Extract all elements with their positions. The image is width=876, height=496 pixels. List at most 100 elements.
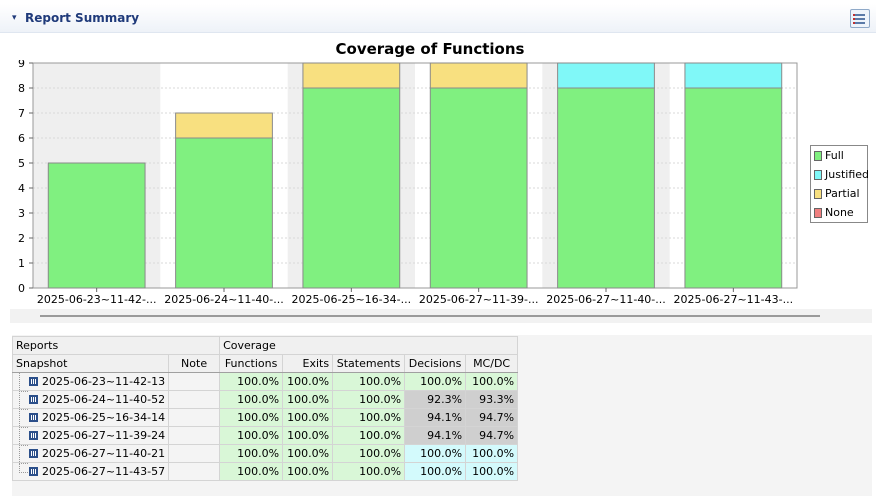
exits-cell: 100.0% <box>282 390 334 409</box>
plot-frame <box>32 62 798 289</box>
legend-swatch <box>814 208 822 218</box>
report-summary-header[interactable]: ▾ Report Summary <box>0 4 876 33</box>
bar-segment-full <box>302 87 401 289</box>
y-tick-label: 9 <box>18 60 25 70</box>
statements-cell: 100.0% <box>332 390 406 409</box>
functions-cell: 100.0% <box>219 408 284 427</box>
bar-segment-full <box>429 87 528 289</box>
snapshot-cell[interactable]: 2025-06-24~11-40-52 <box>11 390 170 410</box>
column-header-snapshot[interactable]: Snapshot <box>11 354 170 373</box>
snapshot-cell[interactable]: 2025-06-27~11-43-57 <box>11 462 170 481</box>
group-header-coverage[interactable]: Coverage <box>219 336 519 355</box>
y-tick-label: 1 <box>18 257 25 270</box>
scroll-thumb[interactable] <box>40 315 820 317</box>
table-row[interactable]: 2025-06-25~16-34-14 100.0% 100.0% 100.0% 94.… <box>11 408 519 428</box>
note-cell[interactable] <box>168 372 221 391</box>
note-cell[interactable] <box>168 444 221 463</box>
legend-swatch <box>814 189 822 199</box>
table-row[interactable]: 2025-06-24~11-40-52 100.0% 100.0% 100.0% 92.… <box>11 390 519 410</box>
note-cell[interactable] <box>168 390 221 409</box>
statements-cell: 100.0% <box>332 426 406 445</box>
column-header-decisions[interactable]: Decisions <box>404 354 467 373</box>
exits-cell: 100.0% <box>282 462 334 481</box>
bar-segment-full <box>684 87 783 289</box>
table-row[interactable]: 2025-06-27~11-39-24 100.0% 100.0% 100.0% 94.… <box>11 426 519 446</box>
decisions-cell: 100.0% <box>404 372 467 391</box>
horizontal-scroll-area[interactable] <box>10 309 872 323</box>
y-tick-label: 0 <box>18 282 25 295</box>
mcdc-cell: 100.0% <box>465 444 519 463</box>
tree-connector <box>19 391 28 410</box>
snapshot-icon <box>29 377 38 386</box>
y-tick-label: 3 <box>18 207 25 220</box>
snapshot-cell[interactable]: 2025-06-27~11-40-21 <box>11 444 170 464</box>
list-settings-icon <box>853 14 865 16</box>
note-cell[interactable] <box>168 408 221 427</box>
x-tick-label: 2025-06-27~11-39-... <box>419 293 539 306</box>
snapshot-name: 2025-06-27~11-40-21 <box>42 447 166 460</box>
snapshot-cell[interactable]: 2025-06-27~11-39-24 <box>11 426 170 446</box>
y-tick-label: 8 <box>18 82 25 95</box>
y-tick-label: 2 <box>18 232 25 245</box>
tree-connector <box>19 373 28 392</box>
statements-cell: 100.0% <box>332 408 406 427</box>
snapshot-cell[interactable]: 2025-06-23~11-42-13 <box>11 372 170 392</box>
column-header-functions[interactable]: Functions <box>219 354 284 373</box>
mcdc-cell: 100.0% <box>465 462 519 481</box>
snapshot-name: 2025-06-27~11-43-57 <box>42 465 166 478</box>
legend-label: Justified <box>825 168 869 181</box>
group-header-reports[interactable]: Reports <box>11 336 221 355</box>
bar-segment-partial <box>175 112 273 139</box>
statements-cell: 100.0% <box>332 462 406 481</box>
column-header-exits[interactable]: Exits <box>282 354 334 373</box>
note-cell[interactable] <box>168 462 221 481</box>
functions-cell: 100.0% <box>219 390 284 409</box>
functions-cell: 100.0% <box>219 444 284 463</box>
y-tick-label: 5 <box>18 157 25 170</box>
bar-segment-justified <box>684 62 783 89</box>
y-tick-label: 4 <box>18 182 25 195</box>
functions-cell: 100.0% <box>219 426 284 445</box>
column-header-note[interactable]: Note <box>168 354 221 373</box>
bar-segment-partial <box>429 62 528 89</box>
x-tick-label: 2025-06-23~11-42-... <box>37 293 157 306</box>
column-header-statements[interactable]: Statements <box>332 354 406 373</box>
x-tick-label: 2025-06-27~11-40-... <box>546 293 666 306</box>
statements-cell: 100.0% <box>332 372 406 391</box>
tree-connector <box>19 463 28 473</box>
functions-cell: 100.0% <box>219 462 284 481</box>
y-tick-label: 6 <box>18 132 25 145</box>
functions-cell: 100.0% <box>219 372 284 391</box>
section-title[interactable]: Report Summary <box>25 11 140 25</box>
collapse-toggle-icon[interactable]: ▾ <box>12 13 17 23</box>
table-row[interactable]: 2025-06-27~11-43-57 100.0% 100.0% 100.0% 100… <box>11 462 519 481</box>
coverage-chart: 0 1 2 3 4 5 6 7 8 9 2025-06-23~11-42-... 2025-06-2… <box>18 60 798 306</box>
x-tick-label: 2025-06-25~16-34-... <box>292 293 412 306</box>
mcdc-cell: 94.7% <box>465 408 519 427</box>
bar-segment-full <box>47 162 146 289</box>
snapshot-name: 2025-06-23~11-42-13 <box>42 375 166 388</box>
snapshot-icon <box>29 467 38 476</box>
table-row[interactable]: 2025-06-27~11-40-21 100.0% 100.0% 100.0% 100… <box>11 444 519 464</box>
bar-segment-justified <box>557 62 655 89</box>
table-row[interactable]: 2025-06-23~11-42-13 100.0% 100.0% 100.0% 100… <box>11 372 519 392</box>
exits-cell: 100.0% <box>282 444 334 463</box>
note-cell[interactable] <box>168 426 221 445</box>
mcdc-cell: 94.7% <box>465 426 519 445</box>
snapshot-name: 2025-06-24~11-40-52 <box>42 393 166 406</box>
bar-segment-full <box>175 137 273 289</box>
chart-title: Coverage of Functions <box>335 40 525 58</box>
y-tick-label: 7 <box>18 107 25 120</box>
snapshot-cell[interactable]: 2025-06-25~16-34-14 <box>11 408 170 428</box>
mcdc-cell: 100.0% <box>465 372 519 391</box>
bar-segment-partial <box>302 62 401 89</box>
tree-connector <box>19 445 28 464</box>
tree-connector <box>19 427 28 446</box>
snapshot-icon <box>29 449 38 458</box>
mcdc-cell: 93.3% <box>465 390 519 409</box>
list-settings-button[interactable] <box>850 9 870 28</box>
statements-cell: 100.0% <box>332 444 406 463</box>
x-tick-label: 2025-06-24~11-40-... <box>164 293 284 306</box>
legend-swatch <box>814 170 822 180</box>
column-header-mcdc[interactable]: MC/DC <box>465 354 519 373</box>
